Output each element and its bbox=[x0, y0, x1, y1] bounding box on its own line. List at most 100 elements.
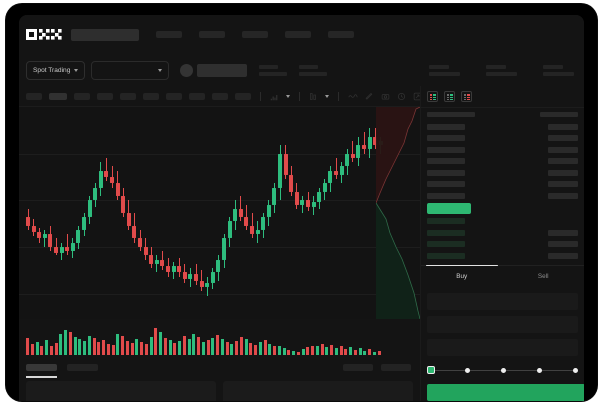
slider-stop-50[interactable] bbox=[501, 367, 506, 373]
candle-body bbox=[300, 200, 305, 205]
timeframe-button-4[interactable] bbox=[97, 92, 113, 100]
slider-handle[interactable] bbox=[427, 366, 435, 374]
compare-icon[interactable] bbox=[309, 92, 318, 101]
amount-percent-slider[interactable] bbox=[427, 366, 579, 375]
nav-item-4[interactable] bbox=[285, 31, 311, 38]
candle-body bbox=[70, 242, 75, 252]
timeframe-button-10[interactable] bbox=[235, 92, 251, 100]
volume-bar bbox=[140, 341, 143, 355]
timeframe-button-1[interactable] bbox=[26, 92, 42, 100]
camera-icon[interactable] bbox=[381, 92, 390, 101]
candle-body bbox=[227, 221, 232, 239]
orderbook-bid-row[interactable] bbox=[427, 250, 578, 262]
orderbook-bid-row[interactable] bbox=[427, 216, 578, 228]
nav-item-3[interactable] bbox=[242, 31, 268, 38]
volume-bar bbox=[301, 349, 305, 355]
bid-size bbox=[548, 241, 578, 248]
icon-col-grey bbox=[446, 93, 449, 100]
clock-icon[interactable] bbox=[397, 92, 406, 101]
chevron-down-icon[interactable] bbox=[325, 94, 329, 98]
orders-action-1[interactable] bbox=[343, 363, 373, 371]
candle-wick bbox=[66, 234, 68, 256]
stat-label bbox=[543, 64, 563, 69]
trading-mode-select[interactable]: Spot Trading bbox=[26, 60, 86, 80]
last-price-value bbox=[197, 63, 248, 77]
candle-body bbox=[311, 202, 316, 207]
orders-tab-2[interactable] bbox=[67, 363, 98, 371]
orderbook-ask-row[interactable] bbox=[427, 133, 578, 145]
orderbook-ask-row[interactable] bbox=[427, 167, 578, 179]
timeframe-button-7[interactable] bbox=[166, 92, 182, 100]
logo-letter-k bbox=[38, 29, 50, 40]
candle-body bbox=[345, 153, 350, 167]
slider-stop-75[interactable] bbox=[537, 367, 542, 373]
okx-logo-icon[interactable] bbox=[26, 29, 62, 40]
indicators-icon[interactable] bbox=[270, 92, 279, 101]
volume-bar bbox=[111, 344, 115, 355]
candle-body bbox=[132, 225, 137, 239]
orders-action-2[interactable] bbox=[381, 363, 411, 371]
orderbook-ask-row[interactable] bbox=[427, 179, 578, 191]
timeframe-button-3[interactable] bbox=[74, 92, 90, 100]
orderbook-ask-row[interactable] bbox=[427, 190, 578, 202]
timeframe-button-5[interactable] bbox=[120, 92, 136, 100]
orderbook-bid-row[interactable] bbox=[427, 227, 578, 239]
orderbook-body bbox=[421, 108, 584, 265]
line-chart-icon[interactable] bbox=[348, 92, 358, 101]
search-input[interactable] bbox=[71, 28, 139, 41]
order-amount-input[interactable] bbox=[427, 316, 578, 333]
order-price-input[interactable] bbox=[427, 293, 578, 310]
slider-stop-25[interactable] bbox=[465, 367, 470, 373]
candle-body bbox=[199, 280, 204, 288]
volume-bar bbox=[225, 341, 229, 355]
order-form-tabs: Buy Sell bbox=[421, 265, 584, 287]
candle-body bbox=[306, 200, 310, 207]
orderbook-ask-row[interactable] bbox=[427, 121, 578, 133]
timeframe-button-2[interactable] bbox=[49, 92, 67, 100]
orders-panel-2[interactable] bbox=[223, 381, 413, 401]
volume-bar bbox=[220, 338, 224, 355]
order-total-input[interactable] bbox=[427, 339, 578, 356]
submit-buy-button[interactable] bbox=[427, 384, 584, 401]
nav-item-2[interactable] bbox=[199, 31, 225, 38]
orderbook-bids-icon[interactable] bbox=[444, 91, 455, 102]
candle-body bbox=[205, 282, 210, 288]
slider-stop-100[interactable] bbox=[573, 367, 578, 373]
volume-bar bbox=[311, 345, 314, 355]
timeframe-button-6[interactable] bbox=[143, 92, 159, 100]
volume-bar bbox=[83, 340, 86, 355]
tab-buy[interactable]: Buy bbox=[421, 266, 503, 287]
volume-bar bbox=[49, 346, 53, 355]
orderbook-both-icon[interactable] bbox=[427, 91, 438, 102]
timeframe-button-9[interactable] bbox=[212, 92, 228, 100]
candle-body bbox=[149, 255, 154, 264]
nav-item-5[interactable] bbox=[328, 31, 354, 38]
chevron-down-icon bbox=[158, 68, 163, 72]
tab-sell[interactable]: Sell bbox=[503, 266, 585, 287]
app-header bbox=[19, 15, 584, 54]
chart-toolbar bbox=[19, 86, 584, 107]
pencil-icon[interactable] bbox=[365, 92, 374, 101]
orders-tab-1[interactable] bbox=[26, 363, 57, 378]
orderbook-ask-row[interactable] bbox=[427, 156, 578, 168]
candle-body bbox=[261, 217, 266, 230]
candle-body bbox=[233, 208, 238, 222]
bid-price bbox=[427, 241, 465, 248]
price-chart[interactable] bbox=[19, 107, 420, 319]
volume-bar bbox=[26, 337, 29, 355]
chevron-down-icon[interactable] bbox=[286, 94, 290, 98]
orderbook-asks-icon[interactable] bbox=[461, 91, 472, 102]
candle-body bbox=[294, 191, 299, 205]
candle-body bbox=[278, 153, 282, 188]
orderbook-bid-row[interactable] bbox=[427, 239, 578, 251]
stat-value bbox=[299, 71, 328, 76]
orderbook-ask-row[interactable] bbox=[427, 144, 578, 156]
timeframe-button-8[interactable] bbox=[189, 92, 205, 100]
volume-bar bbox=[273, 345, 276, 355]
candle-body bbox=[154, 259, 159, 264]
orders-panel-1[interactable] bbox=[26, 381, 216, 401]
volume-bar bbox=[45, 339, 48, 355]
nav-item-1[interactable] bbox=[156, 31, 182, 38]
trading-pair-select[interactable] bbox=[91, 60, 170, 80]
